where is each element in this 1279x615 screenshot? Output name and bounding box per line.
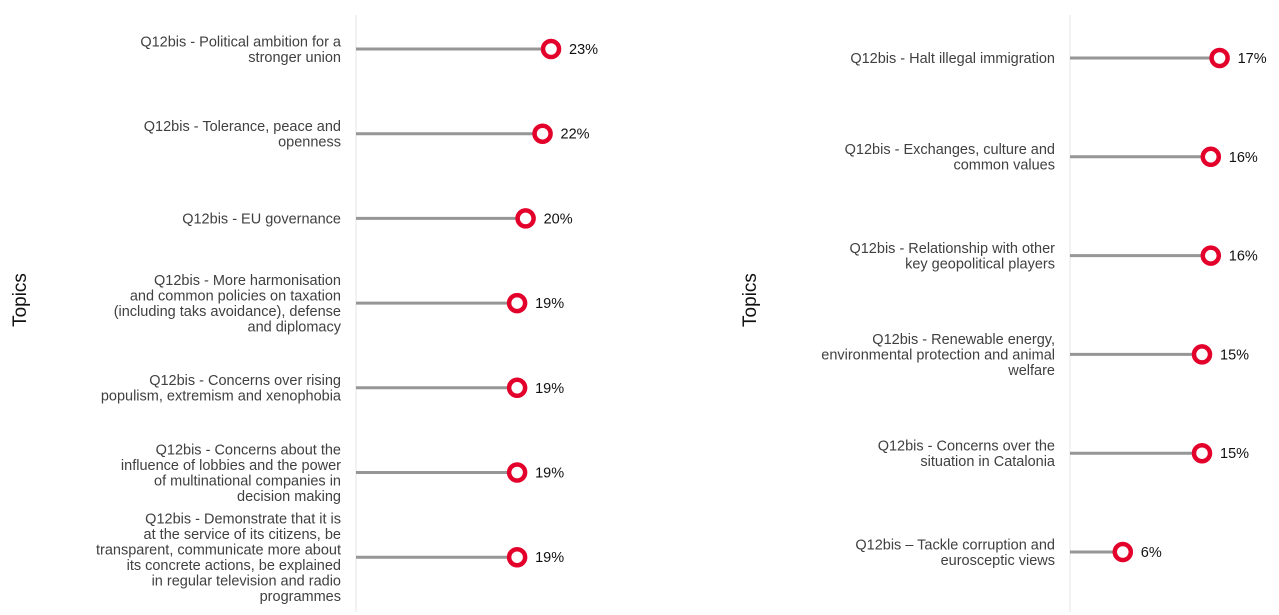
left-category-label-5-line-2: populism, extremism and xenophobia [101, 389, 342, 405]
left-category-label-7-line-1: Q12bis - Demonstrate that it is [145, 511, 341, 527]
right-y-axis-title: Topics [740, 273, 761, 327]
left-category-label-4-line-2: and common policies on taxation [130, 288, 341, 304]
left-marker-3 [515, 208, 536, 229]
left-value-label-2: 22% [561, 127, 590, 143]
left-marker-2 [532, 123, 553, 144]
right-marker-1 [1209, 47, 1230, 69]
left-category-label-6-line-2: influence of lobbies and the power [121, 458, 341, 474]
left-marker-4 [506, 292, 528, 314]
left-category-label-7-line-5: in regular television and radio [152, 573, 341, 589]
left-category-label-4-line-4: and diplomacy [248, 319, 342, 335]
left-category-label-4-line-3: (including taks avoidance), defense [114, 304, 341, 320]
left-category-label-7-line-6: programmes [260, 589, 341, 605]
left-category-label-2-line-2: openness [278, 134, 341, 150]
left-category-label-6-line-3: of multinational companies in [154, 473, 341, 489]
right-category-label-6-line-2: eurosceptic views [941, 553, 1055, 569]
left-category-label-5: Q12bis - Concerns over rising populism, e… [101, 373, 342, 405]
left-category-label-2-line-1: Q12bis - Tolerance, peace and [144, 119, 341, 135]
right-category-label-4-line-3: welfare [1007, 363, 1055, 379]
right-category-label-5-line-2: situation in Catalonia [920, 454, 1056, 470]
right-category-label-3-line-1: Q12bis - Relationship with other [849, 241, 1055, 257]
right-category-label-3: Q12bis - Relationship with other key geop… [849, 241, 1055, 273]
left-value-label-5: 19% [535, 381, 564, 397]
left-marker-1 [540, 38, 562, 60]
right-category-label-4-line-1: Q12bis - Renewable energy, [872, 332, 1055, 348]
left-category-label-1-line-2: stronger union [248, 50, 341, 66]
left-y-axis-title: Topics [10, 273, 31, 327]
left-category-label-7-line-4: its concrete actions, be explained [127, 558, 341, 574]
left-marker-5 [506, 377, 528, 399]
right-category-label-4: Q12bis - Renewable energy, environmental … [821, 332, 1055, 379]
right-marker-3 [1200, 245, 1222, 266]
left-category-label-5-line-1: Q12bis - Concerns over rising [149, 373, 341, 389]
right-marker-5 [1191, 442, 1213, 464]
left-value-label-7: 19% [535, 550, 564, 566]
left-value-label-3: 20% [544, 211, 573, 227]
right-value-label-6: 6% [1141, 545, 1162, 561]
left-value-label-6: 19% [535, 466, 564, 482]
right-category-label-6: Q12bis – Tackle corruption and euroscepti… [855, 537, 1055, 569]
right-value-label-3: 16% [1229, 249, 1258, 265]
right-category-label-1-line-1: Q12bis - Halt illegal immigration [850, 51, 1055, 67]
right-category-label-5-line-1: Q12bis - Concerns over the [878, 438, 1055, 454]
right-value-label-2: 16% [1229, 150, 1258, 166]
right-category-label-2-line-1: Q12bis - Exchanges, culture and [845, 142, 1055, 158]
left-category-label-7: Q12bis - Demonstrate that it is at the se… [96, 511, 341, 605]
right-marker-6 [1112, 541, 1134, 563]
right-category-label-4-line-2: environmental protection and animal [821, 347, 1055, 363]
left-marker-6 [506, 462, 528, 483]
right-value-label-5: 15% [1220, 446, 1249, 462]
right-category-label-6-line-1: Q12bis – Tackle corruption and [855, 537, 1055, 553]
left-value-label-1: 23% [569, 42, 598, 58]
right-marker-4 [1191, 344, 1213, 365]
left-category-label-1-line-1: Q12bis - Political ambition for a [140, 34, 342, 50]
left-category-label-7-line-2: at the service of its citizens, be [144, 527, 341, 543]
left-category-label-6-line-4: decision making [237, 489, 341, 505]
right-value-label-1: 17% [1238, 51, 1267, 67]
left-category-label-7-line-3: transparent, communicate more about [96, 542, 341, 558]
right-category-label-2-line-2: common values [953, 158, 1055, 174]
right-marker-2 [1200, 146, 1222, 168]
right-category-label-1: Q12bis - Halt illegal immigration [850, 51, 1055, 67]
left-category-label-4-line-1: Q12bis - More harmonisation [154, 273, 341, 289]
left-category-label-3: Q12bis - EU governance [182, 211, 341, 227]
left-category-label-1: Q12bis - Political ambition for a stronge… [140, 34, 342, 66]
right-category-label-2: Q12bis - Exchanges, culture and common va… [845, 142, 1055, 174]
left-value-label-4: 19% [535, 296, 564, 312]
left-category-label-2: Q12bis - Tolerance, peace and openness [144, 119, 341, 151]
right-category-label-3-line-2: key geopolitical players [905, 256, 1055, 272]
left-category-label-6: Q12bis - Concerns about the influence of … [121, 442, 341, 505]
left-marker-7 [506, 546, 528, 568]
left-category-label-4: Q12bis - More harmonisation and common po… [114, 273, 342, 336]
right-category-label-5: Q12bis - Concerns over the situation in C… [878, 438, 1056, 470]
left-category-label-6-line-1: Q12bis - Concerns about the [156, 442, 341, 458]
right-value-label-4: 15% [1220, 347, 1249, 363]
left-category-label-3-line-1: Q12bis - EU governance [182, 211, 341, 227]
